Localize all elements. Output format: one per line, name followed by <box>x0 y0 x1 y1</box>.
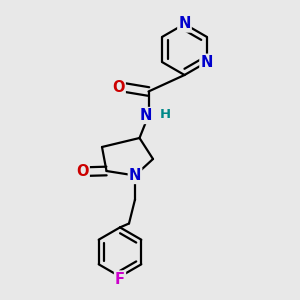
Text: N: N <box>200 55 213 70</box>
Text: O: O <box>112 80 125 94</box>
Text: F: F <box>115 272 125 286</box>
Text: H: H <box>159 107 171 121</box>
Text: N: N <box>178 16 191 32</box>
Text: O: O <box>76 164 89 179</box>
Text: N: N <box>139 108 152 123</box>
Text: N: N <box>129 168 141 183</box>
